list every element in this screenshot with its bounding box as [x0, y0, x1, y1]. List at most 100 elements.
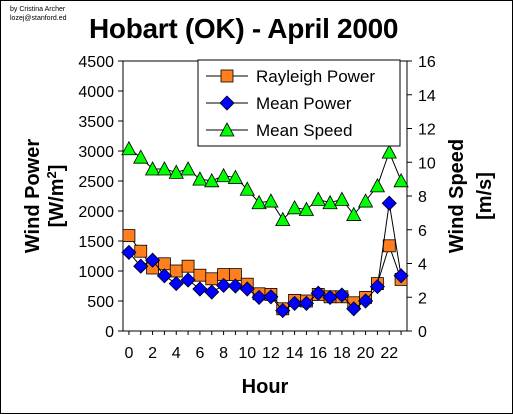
- data-point-triangle: [275, 211, 291, 227]
- y-right-tick-label: 6: [418, 223, 427, 240]
- data-point-triangle: [286, 199, 303, 215]
- data-point-diamond: [168, 276, 184, 292]
- data-point-diamond: [216, 277, 232, 293]
- data-point-diamond: [121, 244, 137, 260]
- y-left-axis-label-main: Wind Power: [22, 139, 44, 253]
- data-point-diamond: [275, 303, 291, 319]
- data-point-square: [205, 272, 219, 286]
- data-point-diamond: [180, 272, 196, 288]
- data-point-triangle: [357, 193, 374, 208]
- y-right-tick-label: 16: [418, 54, 436, 71]
- y-right-axis-label: Wind Speed [m/s]: [446, 139, 496, 253]
- x-tick-label: 8: [219, 345, 228, 362]
- data-point-diamond: [381, 195, 397, 211]
- data-point-diamond: [239, 281, 255, 297]
- data-point-triangle: [381, 144, 397, 159]
- x-tick-label: 14: [286, 345, 304, 362]
- legend-marker-triangle: [219, 122, 235, 137]
- x-tick-label: 16: [309, 345, 327, 362]
- data-point-triangle: [310, 191, 326, 206]
- y-left-tick-label: 2500: [78, 174, 114, 191]
- data-point-triangle: [180, 161, 196, 176]
- data-point-triangle: [251, 194, 267, 210]
- y-left-tick-label: 2000: [78, 204, 114, 221]
- legend-label: Mean Speed: [256, 121, 352, 140]
- credit-email: lozej@stanford.ed: [10, 15, 67, 22]
- data-point-diamond: [393, 268, 409, 284]
- data-point-diamond: [145, 252, 161, 268]
- y-left-tick-label: 0: [105, 324, 114, 341]
- data-point-square: [158, 257, 171, 271]
- data-point-square: [181, 259, 195, 273]
- legend-label: Mean Power: [256, 94, 352, 113]
- y-right-tick-label: 14: [418, 88, 436, 105]
- data-point-diamond: [251, 289, 267, 305]
- series-mean-power: [121, 195, 409, 319]
- y-left-tick-label: 500: [87, 294, 114, 311]
- data-point-diamond: [334, 287, 350, 303]
- data-point-triangle: [298, 201, 315, 216]
- x-tick-label: 4: [172, 345, 181, 362]
- x-tick-label: 12: [262, 345, 280, 362]
- data-point-triangle: [334, 191, 350, 206]
- data-point-diamond: [287, 295, 303, 311]
- data-point-diamond: [298, 295, 314, 311]
- data-point-triangle: [121, 140, 137, 156]
- data-point-diamond: [369, 279, 385, 295]
- y-left-axis-label: Wind Power [W/m2]: [22, 139, 68, 253]
- data-point-diamond: [156, 268, 172, 284]
- data-point-square: [122, 229, 136, 243]
- x-tick-label: 18: [333, 345, 351, 362]
- data-point-triangle: [215, 167, 232, 183]
- y-right-tick-label: 0: [418, 324, 427, 341]
- x-tick-label: 20: [357, 345, 375, 362]
- y-left-axis-label-unit: [W/m2]: [44, 165, 69, 228]
- data-point-diamond: [192, 281, 208, 297]
- data-point-diamond: [204, 284, 220, 300]
- data-point-triangle: [393, 172, 409, 188]
- series-mean-speed: [121, 140, 409, 227]
- data-point-diamond: [358, 293, 374, 309]
- data-point-square: [382, 239, 396, 253]
- legend-label: Rayleigh Power: [256, 67, 375, 86]
- x-axis-label: Hour: [242, 376, 289, 398]
- data-point-square: [169, 264, 183, 278]
- data-point-square: [193, 268, 207, 282]
- y-left-tick-label: 4500: [78, 54, 114, 71]
- data-point-triangle: [346, 206, 362, 221]
- x-tick-label: 22: [380, 345, 398, 362]
- data-point-triangle: [322, 194, 338, 210]
- credit-author: by Cristina Archer: [10, 6, 66, 13]
- x-tick-label: 10: [238, 345, 256, 362]
- chart-title: Hobart (OK) - April 2000: [89, 13, 399, 44]
- legend: Rayleigh Power Mean Power Mean Speed: [197, 59, 401, 147]
- data-point-triangle: [204, 172, 220, 188]
- y-right-tick-label: 4: [418, 257, 427, 274]
- data-point-triangle: [263, 193, 279, 208]
- x-tick-label: 0: [124, 345, 133, 362]
- data-point-triangle: [227, 169, 244, 184]
- data-point-triangle: [168, 164, 184, 179]
- data-point-square: [134, 244, 148, 258]
- y-right-tick-label: 8: [418, 189, 427, 206]
- data-point-diamond: [227, 278, 243, 294]
- data-point-diamond: [133, 258, 149, 274]
- y-right-axis-label-unit: [m/s]: [474, 172, 496, 220]
- y-left-tick-label: 1000: [78, 264, 114, 281]
- y-left-tick-label: 1500: [78, 234, 114, 251]
- y-left-tick-label: 3000: [78, 144, 114, 161]
- data-point-triangle: [239, 181, 255, 196]
- x-tick-label: 6: [195, 345, 204, 362]
- legend-marker-square: [220, 69, 234, 83]
- data-point-triangle: [144, 161, 161, 176]
- y-left-tick-label: 3500: [78, 114, 114, 131]
- data-point-triangle: [133, 149, 149, 164]
- legend-marker-diamond: [219, 95, 235, 111]
- data-point-diamond: [263, 289, 279, 305]
- data-point-diamond: [346, 301, 362, 317]
- y-right-tick-label: 12: [418, 122, 436, 139]
- y-right-tick-label: 10: [418, 155, 436, 172]
- y-right-tick-label: 2: [418, 290, 427, 307]
